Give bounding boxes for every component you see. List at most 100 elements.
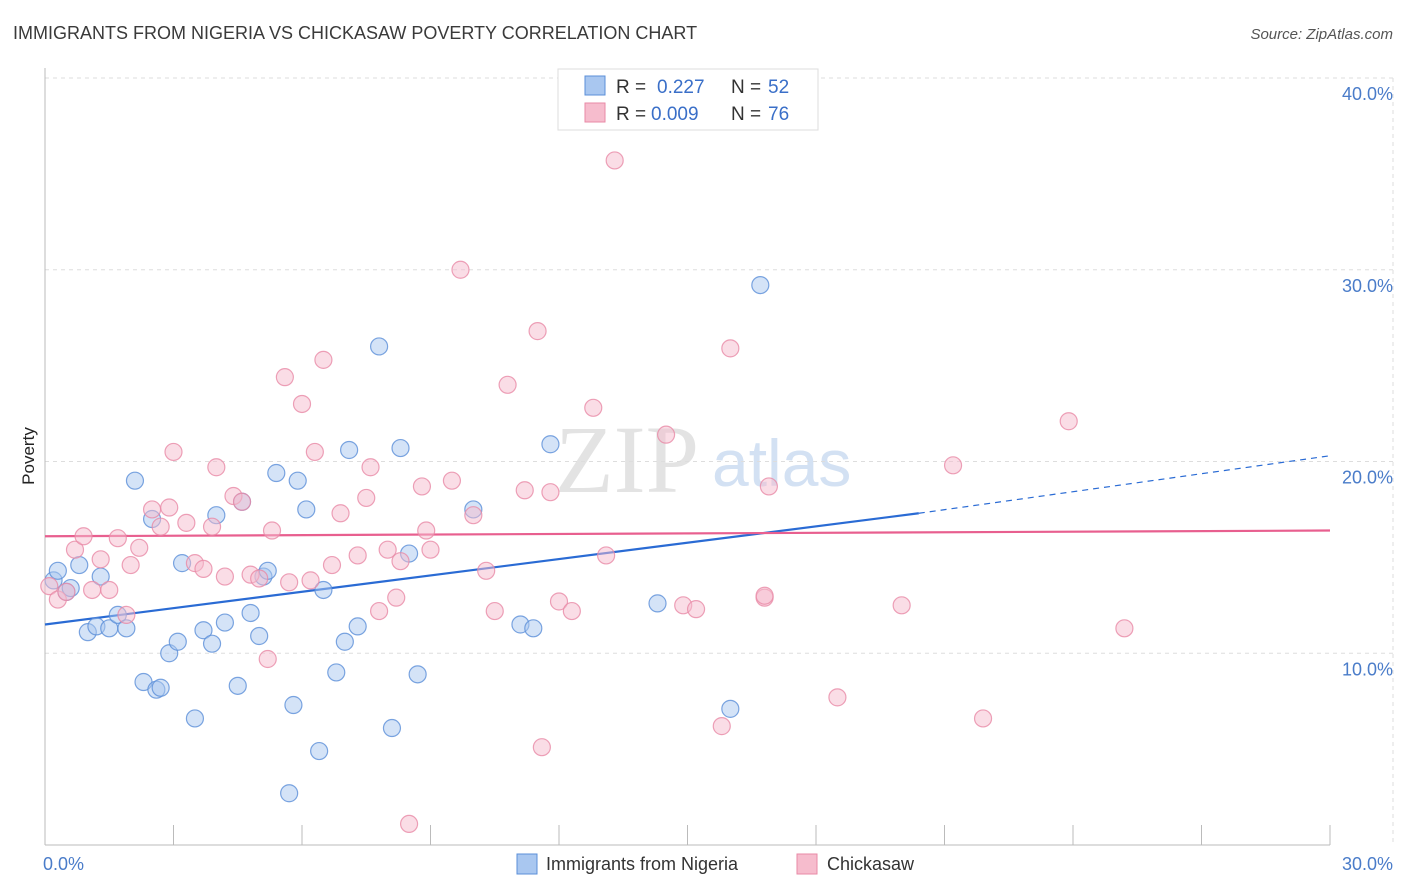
y-tick-label-3: 40.0% [1342, 84, 1393, 104]
point-chickasaw-44 [412, 477, 432, 496]
point-chickasaw-9 [117, 605, 136, 625]
point-chickasaw-32 [305, 442, 324, 462]
point-nigeria-1 [48, 561, 67, 580]
point-chickasaw-18 [194, 559, 213, 578]
legend-r-value-2: 0.009 [651, 104, 699, 125]
point-nigeria-15 [151, 678, 170, 697]
point-nigeria-21 [202, 634, 222, 653]
point-nigeria-23 [215, 613, 234, 632]
point-chickasaw-73 [1059, 412, 1078, 431]
point-nigeria-43 [391, 438, 410, 458]
point-chickasaw-3 [65, 540, 85, 559]
point-nigeria-36 [314, 580, 333, 600]
legend-r-label-1: R = [616, 77, 646, 98]
y-axis-label: Poverty [19, 427, 38, 485]
point-nigeria-31 [280, 784, 299, 803]
chart-title: IMMIGRANTS FROM NIGERIA VS CHICKASAW POV… [13, 23, 697, 43]
trend-line-nigeria-extension [918, 455, 1331, 514]
point-chickasaw-37 [357, 488, 376, 508]
point-chickasaw-36 [348, 546, 367, 565]
point-nigeria-27 [250, 626, 269, 646]
point-chickasaw-49 [464, 506, 483, 525]
point-chickasaw-33 [314, 350, 333, 369]
point-chickasaw-72 [973, 709, 993, 728]
legend-swatch-blue [584, 75, 606, 96]
point-nigeria-49 [541, 435, 560, 454]
point-chickasaw-75 [755, 586, 774, 605]
point-nigeria-45 [408, 665, 427, 684]
x-tick-label-0: 0.0% [43, 854, 84, 874]
legend-swatch-pink [584, 102, 606, 123]
point-chickasaw-55 [532, 738, 551, 757]
point-chickasaw-74 [1115, 619, 1134, 638]
watermark-zip: ZIP [555, 406, 699, 513]
point-nigeria-11 [125, 471, 145, 490]
point-nigeria-17 [168, 632, 187, 651]
point-chickasaw-4 [74, 527, 93, 546]
legend-n-value-1: 52 [768, 77, 789, 98]
legend-n-value-2: 76 [768, 104, 789, 125]
y-tick-label-2: 30.0% [1342, 276, 1393, 296]
point-chickasaw-43 [399, 814, 419, 834]
point-chickasaw-35 [331, 504, 350, 523]
point-chickasaw-68 [759, 477, 778, 496]
point-chickasaw-23 [232, 492, 252, 511]
axis-layer [44, 68, 1331, 846]
point-chickasaw-45 [417, 521, 436, 540]
point-chickasaw-47 [442, 471, 462, 490]
point-chickasaw-15 [164, 442, 183, 462]
point-chickasaw-14 [160, 498, 179, 517]
point-chickasaw-16 [177, 513, 196, 532]
point-nigeria-35 [310, 741, 329, 761]
point-chickasaw-34 [322, 555, 342, 575]
y-tick-label-0: 10.0% [1342, 659, 1393, 679]
point-nigeria-38 [335, 632, 354, 651]
point-chickasaw-69 [828, 688, 847, 707]
point-chickasaw-8 [108, 529, 127, 548]
point-chickasaw-0 [40, 577, 59, 596]
point-chickasaw-27 [262, 521, 282, 540]
point-chickasaw-7 [100, 580, 119, 600]
point-nigeria-24 [228, 676, 247, 695]
point-chickasaw-29 [280, 573, 299, 592]
point-nigeria-50 [648, 594, 667, 613]
bottom-legend: Immigrants from Nigeria Chickasaw [516, 853, 915, 875]
point-chickasaw-19 [202, 517, 222, 536]
point-chickasaw-60 [597, 546, 616, 565]
point-chickasaw-5 [83, 580, 102, 600]
point-chickasaw-61 [605, 151, 624, 170]
point-chickasaw-11 [130, 538, 149, 557]
point-nigeria-32 [284, 695, 303, 715]
point-chickasaw-40 [378, 540, 397, 559]
point-nigeria-33 [288, 471, 307, 490]
legend-r-label-2: R = [616, 104, 646, 125]
point-nigeria-40 [348, 617, 367, 636]
data-points [40, 151, 1134, 834]
point-chickasaw-58 [562, 601, 581, 621]
point-chickasaw-52 [498, 375, 517, 394]
point-chickasaw-25 [250, 569, 269, 588]
point-chickasaw-62 [656, 425, 676, 444]
point-chickasaw-66 [721, 339, 740, 358]
point-nigeria-39 [340, 440, 359, 460]
point-chickasaw-30 [292, 394, 312, 414]
point-nigeria-20 [194, 621, 213, 640]
point-chickasaw-71 [943, 456, 963, 475]
point-chickasaw-53 [515, 481, 534, 500]
point-nigeria-51 [721, 699, 740, 718]
legend-n-label-1: N = [731, 77, 761, 98]
point-chickasaw-51 [485, 601, 504, 621]
point-nigeria-34 [297, 500, 316, 519]
point-nigeria-37 [327, 663, 346, 682]
point-chickasaw-28 [275, 368, 294, 387]
point-nigeria-19 [185, 709, 205, 728]
watermark-atlas: atlas [712, 426, 851, 500]
y-tick-label-1: 20.0% [1342, 468, 1393, 488]
point-chickasaw-38 [361, 458, 380, 477]
tick-labels: 10.0% 20.0% 30.0% 40.0% 0.0% 30.0% [43, 84, 1393, 874]
trend-line-chickasaw [44, 529, 1331, 538]
point-chickasaw-54 [528, 322, 547, 341]
legend-n-label-2: N = [731, 104, 761, 125]
bottom-legend-label-chickasaw: Chickasaw [827, 854, 915, 874]
point-chickasaw-10 [121, 555, 140, 575]
